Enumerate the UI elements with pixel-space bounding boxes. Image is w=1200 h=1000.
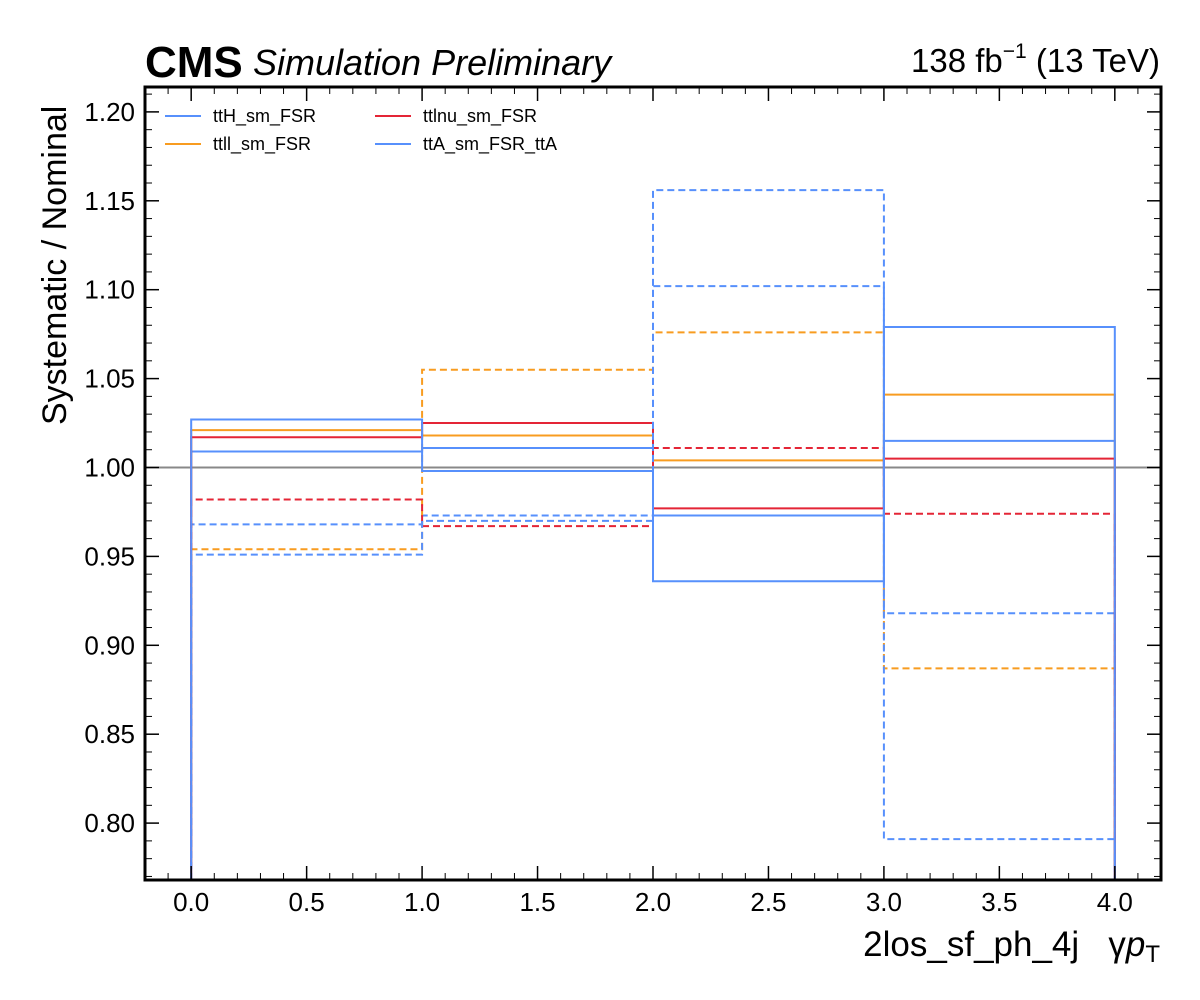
x-tick-label: 2.5 (750, 887, 786, 917)
legend: ttH_sm_FSR ttll_sm_FSR ttlnu_sm_FSR ttA_sm_… (165, 106, 557, 155)
y-tick-label: 1.05 (84, 364, 135, 394)
series-layer (145, 189, 1161, 880)
y-tick-label: 0.85 (84, 719, 135, 749)
x-tick-label: 2.0 (635, 887, 671, 917)
energy-label: (13 TeV) (1027, 42, 1160, 79)
x-axis-label-p: p (1125, 925, 1145, 964)
legend-label: ttH_sm_FSR (213, 106, 316, 127)
y-tick-label: 0.80 (84, 808, 135, 838)
y-tick-label: 0.95 (84, 541, 135, 571)
y-tick-label: 1.00 (84, 452, 135, 482)
legend-label: ttlnu_sm_FSR (423, 106, 537, 127)
x-axis-label-sub: T (1145, 941, 1160, 968)
y-tick-label: 1.20 (84, 97, 135, 127)
x-tick-label: 3.0 (866, 887, 902, 917)
x-axis-label-channel: 2los_sf_ph_4j (863, 925, 1079, 964)
x-tick-label: 0.5 (289, 887, 325, 917)
y-tick-label: 1.15 (84, 186, 135, 216)
x-tick-label: 0.0 (173, 887, 209, 917)
lumi-label: 138 fb−1 (13 TeV) (911, 40, 1160, 79)
experiment-label: CMS (145, 38, 243, 87)
y-tick-label: 1.10 (84, 275, 135, 305)
series-ttA_sm_FSR_ttA-down (190, 189, 1116, 880)
x-axis-label-gap (1079, 925, 1108, 964)
series-ttA_sm_FSR_ttA-up (190, 326, 1116, 880)
y-tick-label: 0.90 (84, 630, 135, 660)
ticks-layer: 0.0 0.5 1.0 1.5 2.0 2.5 3.0 3.5 4.0 0.80 0.85 0.90 0… (84, 87, 1162, 917)
legend-label: ttll_sm_FSR (213, 134, 311, 155)
x-tick-label: 3.5 (981, 887, 1017, 917)
x-axis-label: 2los_sf_ph_4j γpT (863, 925, 1160, 968)
lumi-value: 138 fb (911, 42, 1003, 79)
x-axis-label-symbol: γ (1108, 925, 1126, 964)
legend-label: ttA_sm_FSR_ttA (423, 134, 557, 155)
status-label: Simulation Preliminary (253, 42, 613, 83)
x-tick-label: 1.0 (404, 887, 440, 917)
lumi-exponent: −1 (1003, 40, 1027, 63)
series-ttH_sm_FSR-down (190, 285, 1116, 880)
x-tick-label: 4.0 (1097, 887, 1133, 917)
x-tick-label: 1.5 (519, 887, 555, 917)
y-axis-label: Systematic / Nominal (36, 106, 74, 425)
